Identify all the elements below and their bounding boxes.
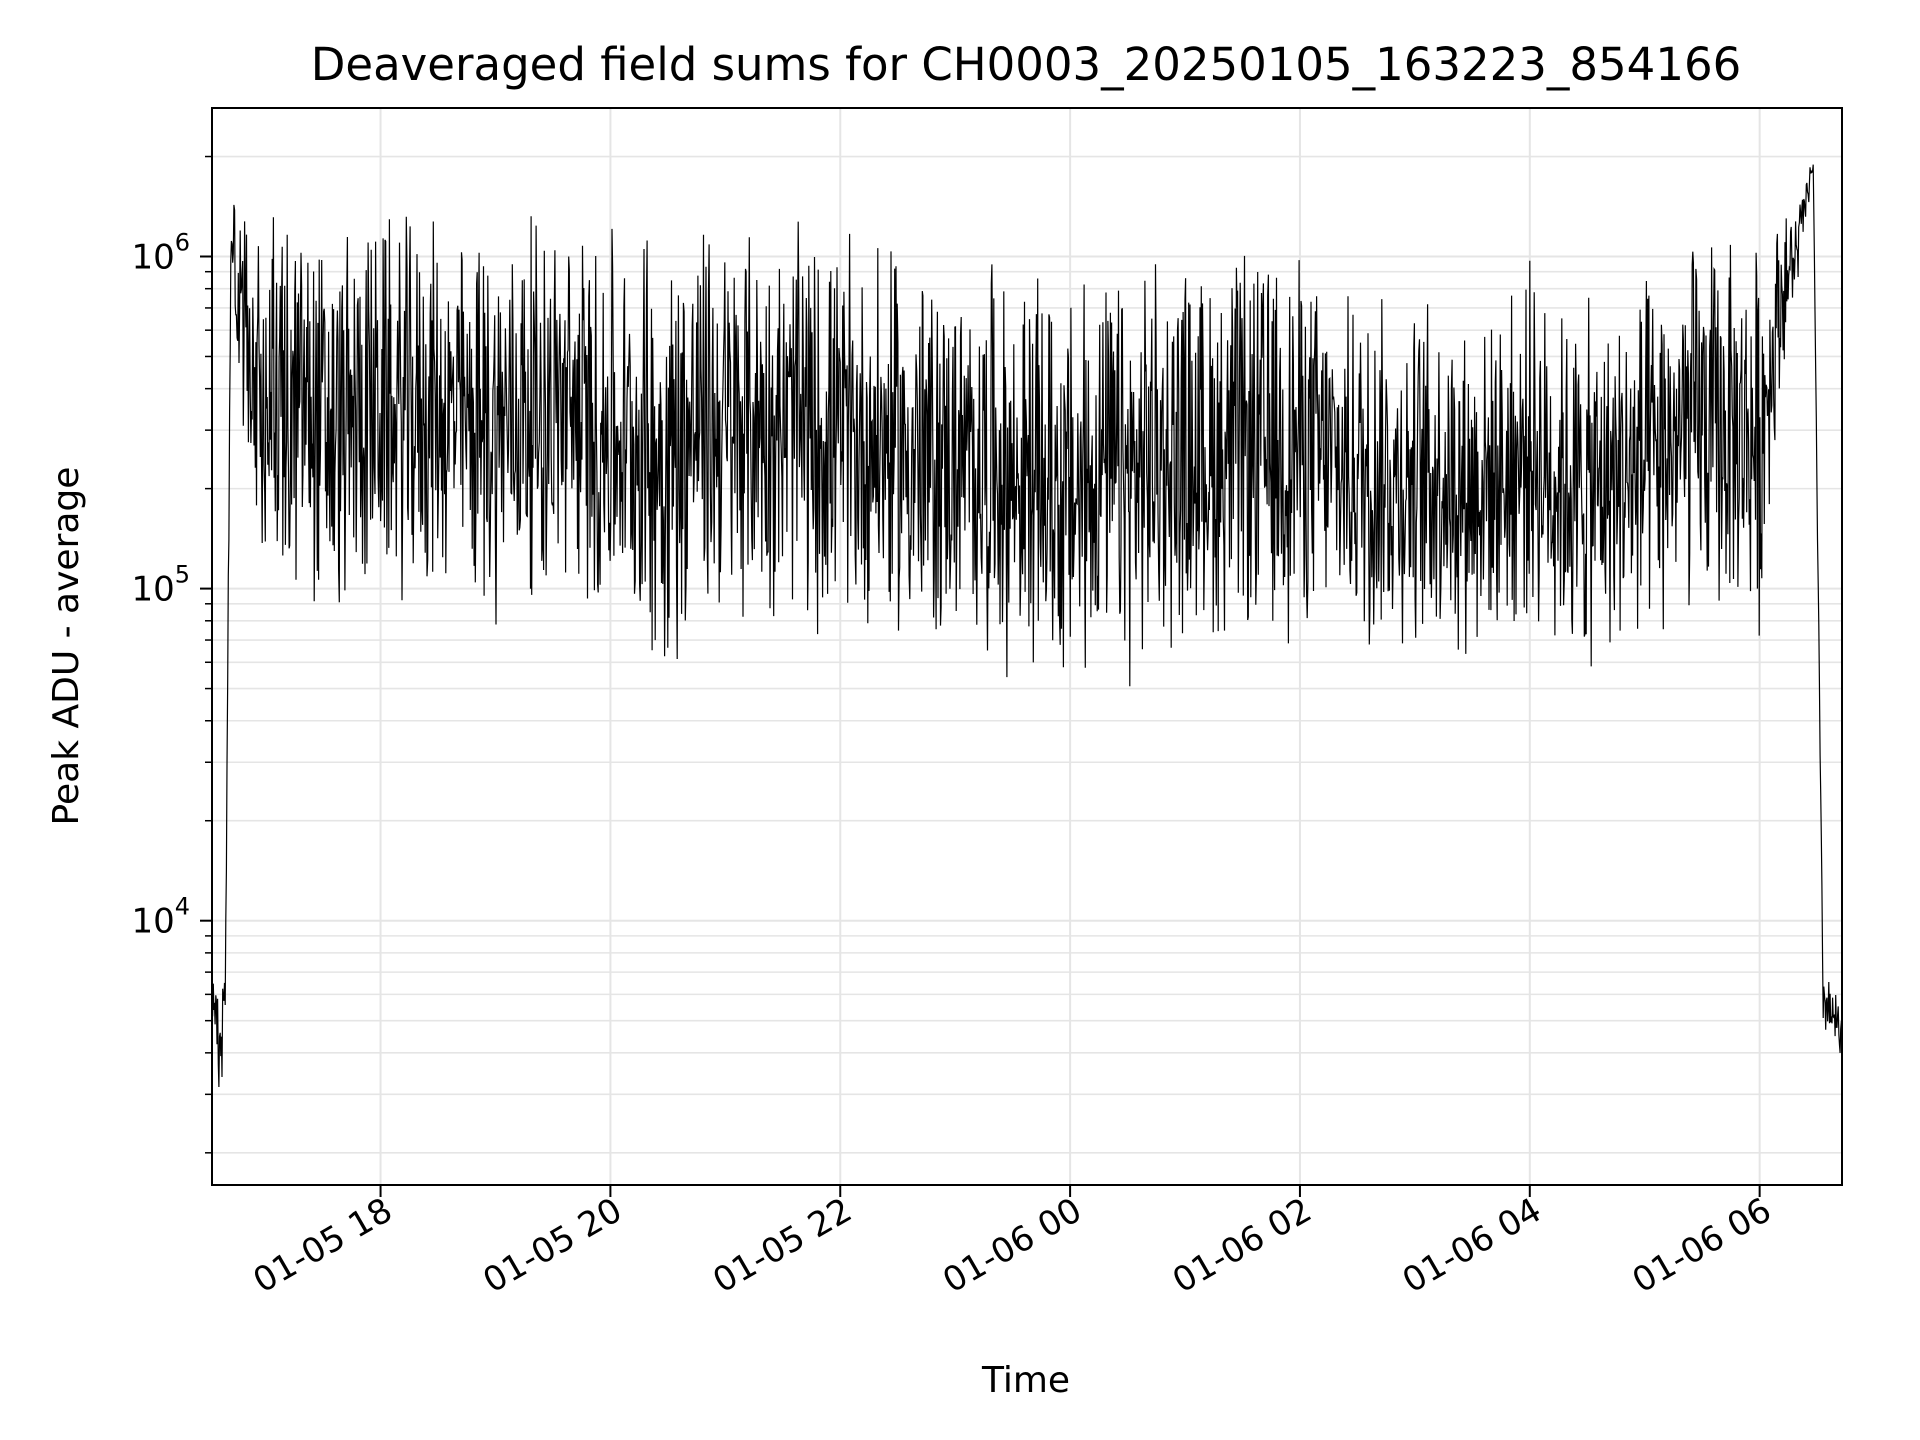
x-tick-label: 01-06 06 <box>1626 1190 1778 1301</box>
x-axis: 01-05 18 01-05 20 01-05 22 01-06 00 01-06 02… <box>247 1185 1778 1301</box>
x-axis-label: Time <box>981 1360 1070 1401</box>
x-tick-label: 01-06 00 <box>936 1190 1088 1301</box>
chart-title: Deaveraged field sums for CH0003_2025010… <box>311 38 1741 91</box>
y-tick-label: 105 <box>131 561 190 610</box>
y-axis-label: Peak ADU - average <box>46 467 87 826</box>
x-tick-label: 01-05 22 <box>706 1190 858 1301</box>
x-tick-label: 01-06 02 <box>1166 1190 1318 1301</box>
x-tick-label: 01-05 18 <box>247 1190 399 1301</box>
y-tick-label: 106 <box>131 228 190 277</box>
x-tick-label: 01-06 04 <box>1396 1190 1548 1301</box>
x-tick-label: 01-05 20 <box>477 1190 629 1301</box>
plot-area <box>211 107 1843 1186</box>
series-path <box>211 164 1843 1088</box>
y-tick-label: 104 <box>131 893 190 942</box>
y-axis: 104 105 106 <box>131 155 212 1154</box>
grid <box>212 108 1842 1185</box>
series-line <box>211 164 1843 1088</box>
